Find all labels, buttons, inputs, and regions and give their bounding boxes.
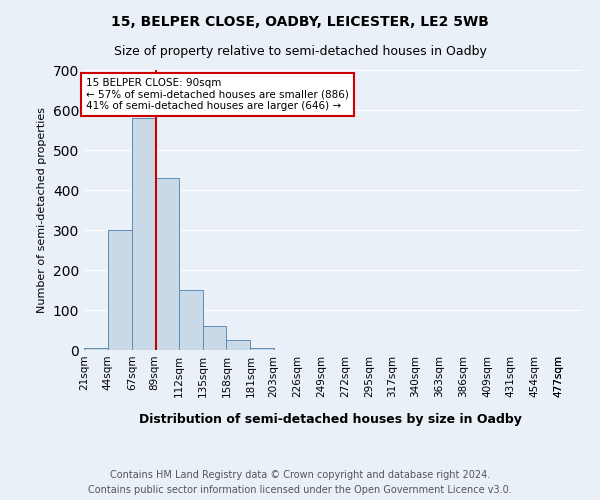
Bar bbox=[250, 348, 274, 350]
Bar bbox=[84, 348, 108, 350]
Text: Contains HM Land Registry data © Crown copyright and database right 2024.: Contains HM Land Registry data © Crown c… bbox=[110, 470, 490, 480]
Text: Size of property relative to semi-detached houses in Oadby: Size of property relative to semi-detach… bbox=[113, 45, 487, 58]
Y-axis label: Number of semi-detached properties: Number of semi-detached properties bbox=[37, 107, 47, 313]
Bar bbox=[226, 340, 250, 350]
Bar bbox=[132, 118, 156, 350]
Text: Contains public sector information licensed under the Open Government Licence v3: Contains public sector information licen… bbox=[88, 485, 512, 495]
Text: 15 BELPER CLOSE: 90sqm
← 57% of semi-detached houses are smaller (886)
41% of se: 15 BELPER CLOSE: 90sqm ← 57% of semi-det… bbox=[86, 78, 349, 111]
Bar bbox=[155, 178, 179, 350]
Text: 15, BELPER CLOSE, OADBY, LEICESTER, LE2 5WB: 15, BELPER CLOSE, OADBY, LEICESTER, LE2 … bbox=[111, 15, 489, 29]
Text: Distribution of semi-detached houses by size in Oadby: Distribution of semi-detached houses by … bbox=[139, 412, 521, 426]
Bar bbox=[203, 326, 226, 350]
Bar bbox=[179, 290, 203, 350]
Bar bbox=[108, 230, 132, 350]
